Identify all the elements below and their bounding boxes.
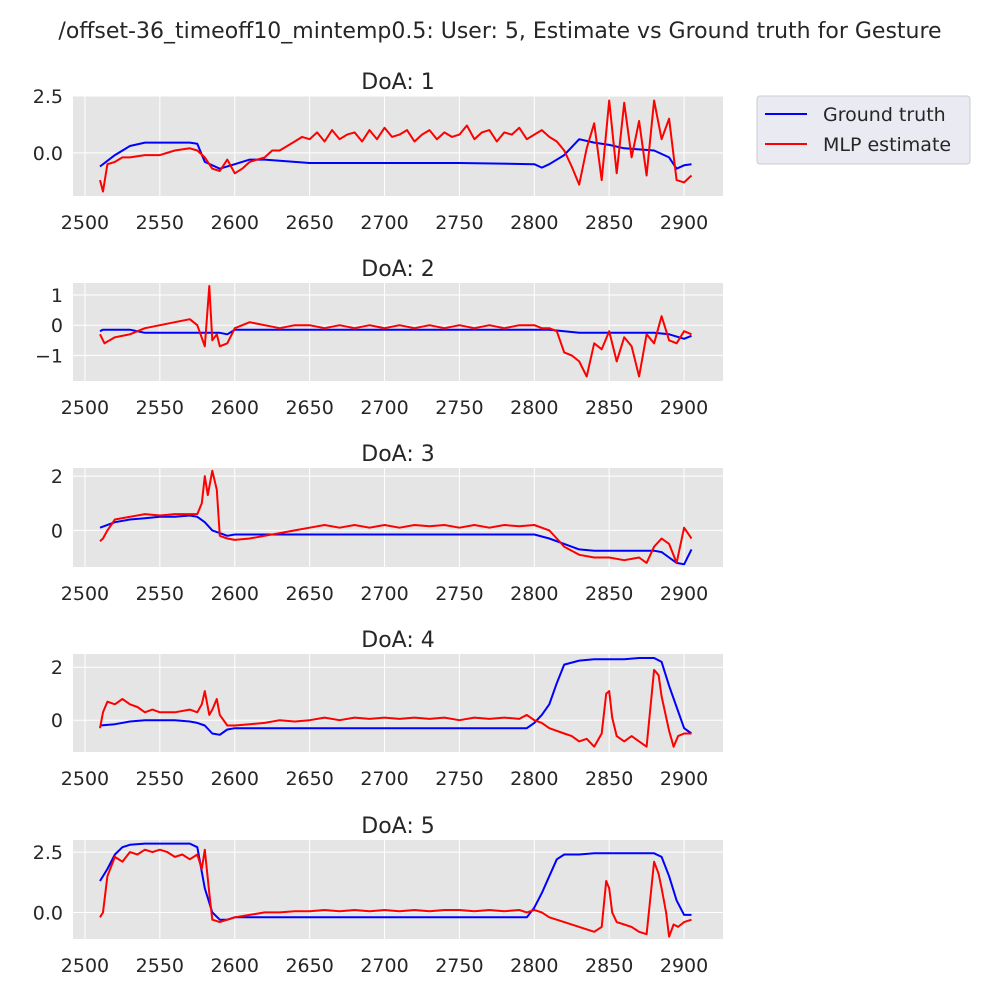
- x-tick-label: 2700: [360, 955, 408, 977]
- subplot-doa-2: 2500 2550 2600 2650 2700 2750 2800 2850 2900 1 0 −1…: [35, 257, 723, 419]
- x-tick-label: 2550: [136, 955, 184, 977]
- legend-label-mlp-estimate: MLP estimate: [823, 134, 951, 156]
- x-tick-label: 2900: [660, 397, 708, 419]
- subplot-title: DoA: 3: [361, 442, 434, 467]
- series-line-mlp-estimate: [99, 469, 693, 564]
- x-tick-label: 2600: [211, 397, 259, 419]
- x-tick-label: 2500: [61, 212, 109, 234]
- series-line-ground-truth: [99, 514, 693, 566]
- subplot-title: DoA: 5: [361, 814, 434, 839]
- x-tick-label: 2550: [136, 583, 184, 605]
- x-tick-label: 2750: [435, 583, 483, 605]
- subplot-doa-5: 2500 2550 2600 2650 2700 2750 2800 2850 2900 2.5 0…: [33, 814, 723, 977]
- subplot-doa-4: 2500 2550 2600 2650 2700 2750 2800 2850 2900 2 0 Do…: [51, 628, 723, 790]
- x-tick-label: 2500: [61, 955, 109, 977]
- series-line-mlp-estimate: [99, 285, 692, 378]
- x-tick-label: 2800: [510, 397, 558, 419]
- x-tick-label: 2650: [285, 768, 333, 790]
- subplot-doa-1: 2500 2550 2600 2650 2700 2750 2800 2850 2900 2.5 0…: [33, 70, 723, 234]
- x-tick-label: 2850: [585, 212, 633, 234]
- subplot-title: DoA: 4: [361, 628, 434, 653]
- series-line-mlp-estimate: [99, 848, 692, 938]
- x-tick-label: 2850: [585, 768, 633, 790]
- x-tick-label: 2550: [136, 768, 184, 790]
- x-tick-label: 2700: [360, 212, 408, 234]
- x-tick-label: 2750: [435, 955, 483, 977]
- y-tick-label: −1: [35, 345, 63, 367]
- plot-area: [73, 840, 723, 939]
- x-tick-label: 2650: [285, 397, 333, 419]
- series-line-ground-truth: [99, 328, 692, 340]
- x-tick-label: 2800: [510, 955, 558, 977]
- subplot-title: DoA: 2: [361, 257, 434, 282]
- x-tick-label: 2900: [660, 583, 708, 605]
- y-tick-label: 2.5: [33, 842, 63, 864]
- x-tick-label: 2800: [510, 583, 558, 605]
- x-tick-label: 2650: [285, 955, 333, 977]
- subplots: 2500 2550 2600 2650 2700 2750 2800 2850 2900 2.5 0…: [33, 70, 723, 977]
- x-tick-label: 2850: [585, 583, 633, 605]
- x-tick-label: 2700: [360, 397, 408, 419]
- x-tick-label: 2500: [61, 768, 109, 790]
- x-tick-label: 2600: [211, 955, 259, 977]
- x-tick-label: 2800: [510, 212, 558, 234]
- series-line-ground-truth: [99, 138, 692, 170]
- series-line-mlp-estimate: [99, 99, 693, 193]
- x-tick-label: 2550: [136, 397, 184, 419]
- y-tick-label: 0.0: [33, 143, 63, 165]
- y-tick-label: 0.0: [33, 902, 63, 924]
- x-tick-label: 2900: [660, 955, 708, 977]
- x-tick-label: 2500: [61, 583, 109, 605]
- x-tick-label: 2850: [585, 955, 633, 977]
- x-tick-label: 2600: [211, 768, 259, 790]
- y-tick-label: 0: [51, 710, 63, 732]
- subplot-doa-3: 2500 2550 2600 2650 2700 2750 2800 2850 2900 2 0 Do…: [51, 442, 723, 605]
- x-tick-label: 2500: [61, 397, 109, 419]
- x-tick-label: 2600: [211, 212, 259, 234]
- plot-area: [73, 654, 723, 752]
- x-tick-label: 2750: [435, 397, 483, 419]
- subplot-title: DoA: 1: [361, 70, 434, 95]
- y-tick-label: 0: [51, 520, 63, 542]
- x-tick-label: 2600: [211, 583, 259, 605]
- x-tick-label: 2750: [435, 212, 483, 234]
- x-tick-label: 2650: [285, 583, 333, 605]
- x-tick-label: 2700: [360, 768, 408, 790]
- figure-title: /offset-36_timeoff10_mintemp0.5: User: 5…: [58, 19, 941, 44]
- x-tick-label: 2900: [660, 768, 708, 790]
- legend-frame: [756, 95, 971, 165]
- y-tick-label: 1: [51, 285, 63, 307]
- x-tick-label: 2550: [136, 212, 184, 234]
- legend-label-ground-truth: Ground truth: [823, 104, 946, 126]
- x-tick-label: 2900: [660, 212, 708, 234]
- legend: Ground truth MLP estimate: [756, 95, 971, 165]
- y-tick-label: 0: [51, 315, 63, 337]
- series-line-ground-truth: [99, 842, 692, 921]
- y-tick-label: 2: [51, 657, 63, 679]
- x-tick-label: 2850: [585, 397, 633, 419]
- y-tick-label: 2: [51, 466, 63, 488]
- x-tick-label: 2650: [285, 212, 333, 234]
- y-tick-label: 2.5: [33, 86, 63, 108]
- series-line-ground-truth: [99, 657, 693, 736]
- series-line-mlp-estimate: [99, 668, 692, 748]
- x-tick-label: 2800: [510, 768, 558, 790]
- x-tick-label: 2700: [360, 583, 408, 605]
- x-tick-label: 2750: [435, 768, 483, 790]
